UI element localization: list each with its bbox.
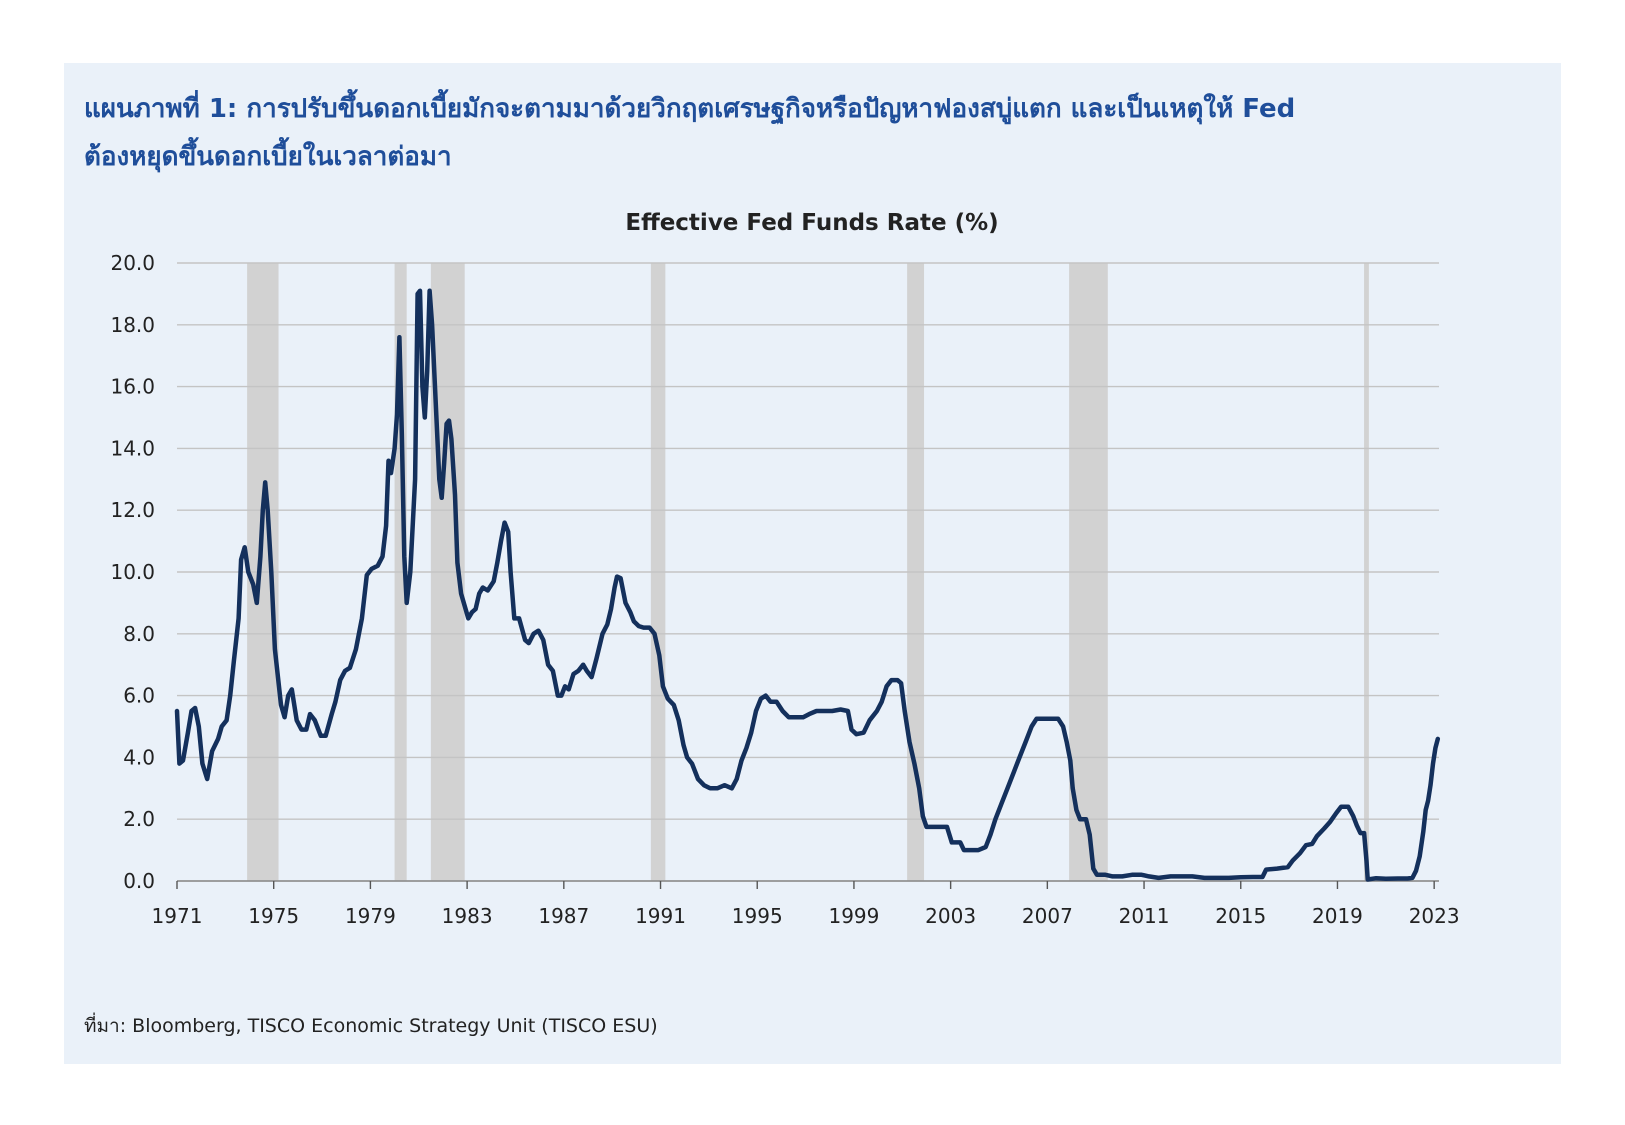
y-tick-label: 16.0 [110, 375, 155, 399]
y-tick-label: 12.0 [110, 498, 155, 522]
fed-funds-chart: Effective Fed Funds Rate (%) 0.0 2.0 4.0 6.… [110, 210, 1460, 928]
y-axis-ticks: 0.0 2.0 4.0 6.0 8.0 10.0 12.0 14.0 16.0 18.0 20.0 [110, 251, 155, 893]
x-tick-label: 1999 [828, 904, 879, 928]
x-tick-label: 1991 [635, 904, 686, 928]
x-tick-label: 2011 [1119, 904, 1170, 928]
series-line-fed-funds-rate [174, 288, 1441, 882]
gridlines [177, 262, 1439, 882]
chart-heading: แผนภาพที่ 1: การปรับขึ้นดอกเบี้ยมักจะตาม… [84, 85, 1524, 181]
x-tick-label: 1979 [345, 904, 396, 928]
y-tick-label: 2.0 [123, 807, 155, 831]
x-tick-label: 1975 [248, 904, 299, 928]
x-tick-label: 2007 [1022, 904, 1073, 928]
y-tick-label: 0.0 [123, 869, 155, 893]
heading-line-2: ต้องหยุดขึ้นดอกเบี้ยในเวลาต่อมา [84, 142, 452, 172]
x-tick-label: 1983 [442, 904, 493, 928]
y-tick-label: 8.0 [123, 622, 155, 646]
y-tick-label: 10.0 [110, 560, 155, 584]
y-tick-label: 18.0 [110, 313, 155, 337]
chart-title: Effective Fed Funds Rate (%) [625, 210, 998, 236]
y-tick-label: 4.0 [123, 745, 155, 769]
x-axis-ticks: 1971 1975 1979 1983 1987 1991 1995 1999 2003 2007… [152, 880, 1460, 928]
heading-line-1: แผนภาพที่ 1: การปรับขึ้นดอกเบี้ยมักจะตาม… [84, 94, 1296, 124]
x-tick-label: 2015 [1215, 904, 1266, 928]
x-tick-label: 1995 [732, 904, 783, 928]
y-tick-label: 20.0 [110, 251, 155, 275]
x-tick-label: 1971 [152, 904, 203, 928]
x-tick-label: 2019 [1312, 904, 1363, 928]
y-tick-label: 6.0 [123, 684, 155, 708]
y-tick-label: 14.0 [110, 436, 155, 460]
x-tick-label: 2003 [925, 904, 976, 928]
x-tick-label: 1987 [538, 904, 589, 928]
source-note: ที่มา: Bloomberg, TISCO Economic Strateg… [84, 1015, 658, 1037]
chart-panel: แผนภาพที่ 1: การปรับขึ้นดอกเบี้ยมักจะตาม… [64, 63, 1561, 1064]
x-tick-label: 2023 [1409, 904, 1460, 928]
